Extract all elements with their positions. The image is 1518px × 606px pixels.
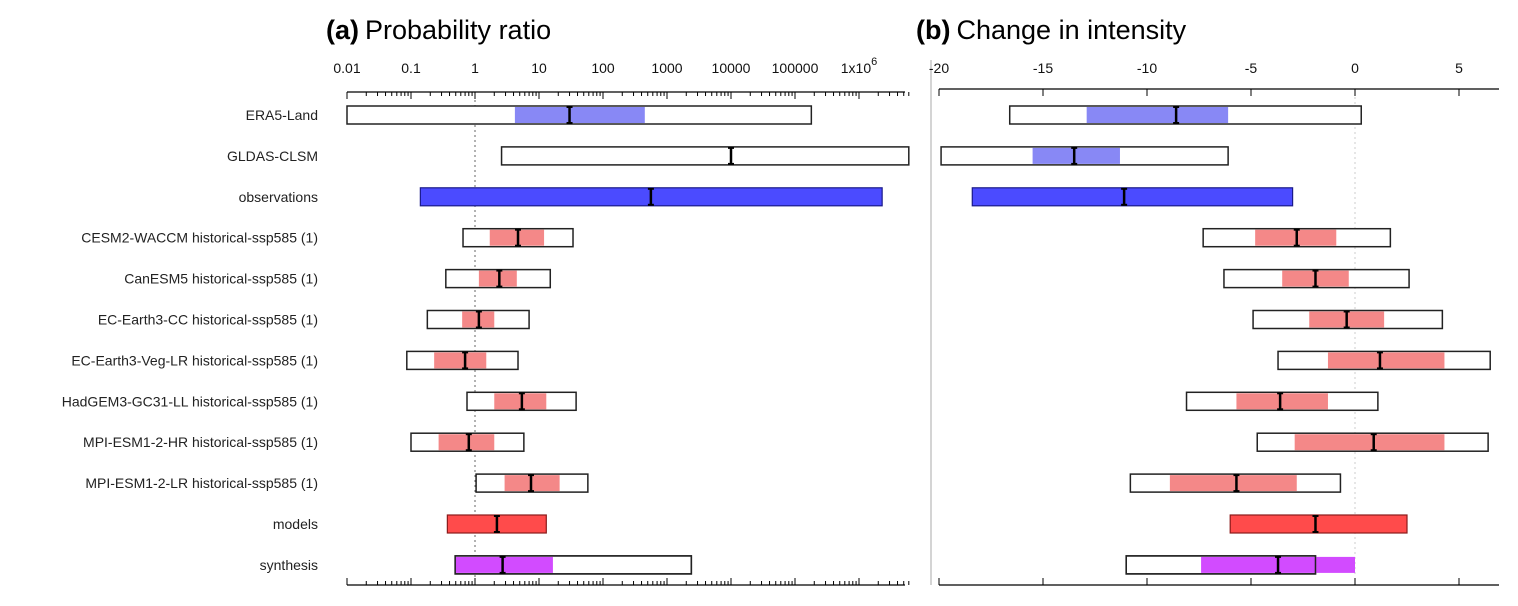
panel-b-outer-interval — [1125, 555, 1317, 575]
panel-a-inner-interval — [438, 434, 495, 451]
panel-a-tick-label: 0.1 — [401, 60, 421, 76]
panel-b-tick-label: 5 — [1455, 60, 1463, 76]
panel-b-inner-interval — [1032, 147, 1120, 164]
panel-b-tick-label: -5 — [1245, 60, 1258, 76]
panel-a-tick-label: 1 — [471, 60, 479, 76]
category-label: MPI-ESM1-2-LR historical-ssp585 (1) — [85, 475, 318, 491]
panel-a-tick-label: 100 — [591, 60, 615, 76]
category-label: synthesis — [260, 557, 318, 573]
category-label: ERA5-Land — [246, 107, 318, 123]
panel-a-tick-label: 1000 — [651, 60, 682, 76]
panel-b-tick-label: -15 — [1033, 60, 1053, 76]
panel-a-tick-label: 1x106 — [841, 56, 877, 76]
panel-a-inner-interval — [494, 393, 547, 410]
category-label: HadGEM3-GC31-LL historical-ssp585 (1) — [62, 393, 318, 409]
panel-a-tick-label: 0.01 — [333, 60, 360, 76]
category-label: models — [273, 516, 318, 532]
panel-b-tick-label: -20 — [929, 60, 949, 76]
panel-a-tick-label: 100000 — [772, 60, 819, 76]
panel-a-outer-interval — [454, 555, 693, 575]
panel-a-outer-interval — [500, 146, 910, 166]
category-label: MPI-ESM1-2-HR historical-ssp585 (1) — [83, 434, 318, 450]
panel-a-tick-label: 10 — [531, 60, 547, 76]
panel-b-inner-interval — [1294, 434, 1445, 451]
panel-b-inner-interval — [1169, 475, 1297, 492]
category-label: GLDAS-CLSM — [227, 148, 318, 164]
category-label: EC-Earth3-CC historical-ssp585 (1) — [98, 312, 318, 328]
panel-a-title: (a) Probability ratio — [326, 15, 551, 45]
category-label: CESM2-WACCM historical-ssp585 (1) — [81, 230, 318, 246]
panel-a-inner-interval — [514, 107, 645, 123]
panel-b-tick-label: 0 — [1351, 60, 1359, 76]
panel-b-inner-interval — [1086, 107, 1229, 123]
panel-a-inner-interval — [455, 556, 553, 573]
category-label: EC-Earth3-Veg-LR historical-ssp585 (1) — [71, 352, 318, 368]
panel-b-inner-interval — [1327, 352, 1445, 369]
panel-a-tick-label: 10000 — [712, 60, 751, 76]
panel-b-inner-interval — [1229, 514, 1408, 534]
category-label: CanESM5 historical-ssp585 (1) — [124, 271, 318, 287]
panel-a-inner-interval — [434, 352, 487, 369]
panel-a-inner-interval — [478, 270, 517, 287]
panel-b-inner-interval — [971, 187, 1294, 207]
panel-b-tick-label: -10 — [1137, 60, 1157, 76]
category-label: observations — [239, 189, 318, 205]
panel-b-inner-interval — [1236, 393, 1328, 410]
panel-b-title: (b) Change in intensity — [916, 15, 1187, 45]
